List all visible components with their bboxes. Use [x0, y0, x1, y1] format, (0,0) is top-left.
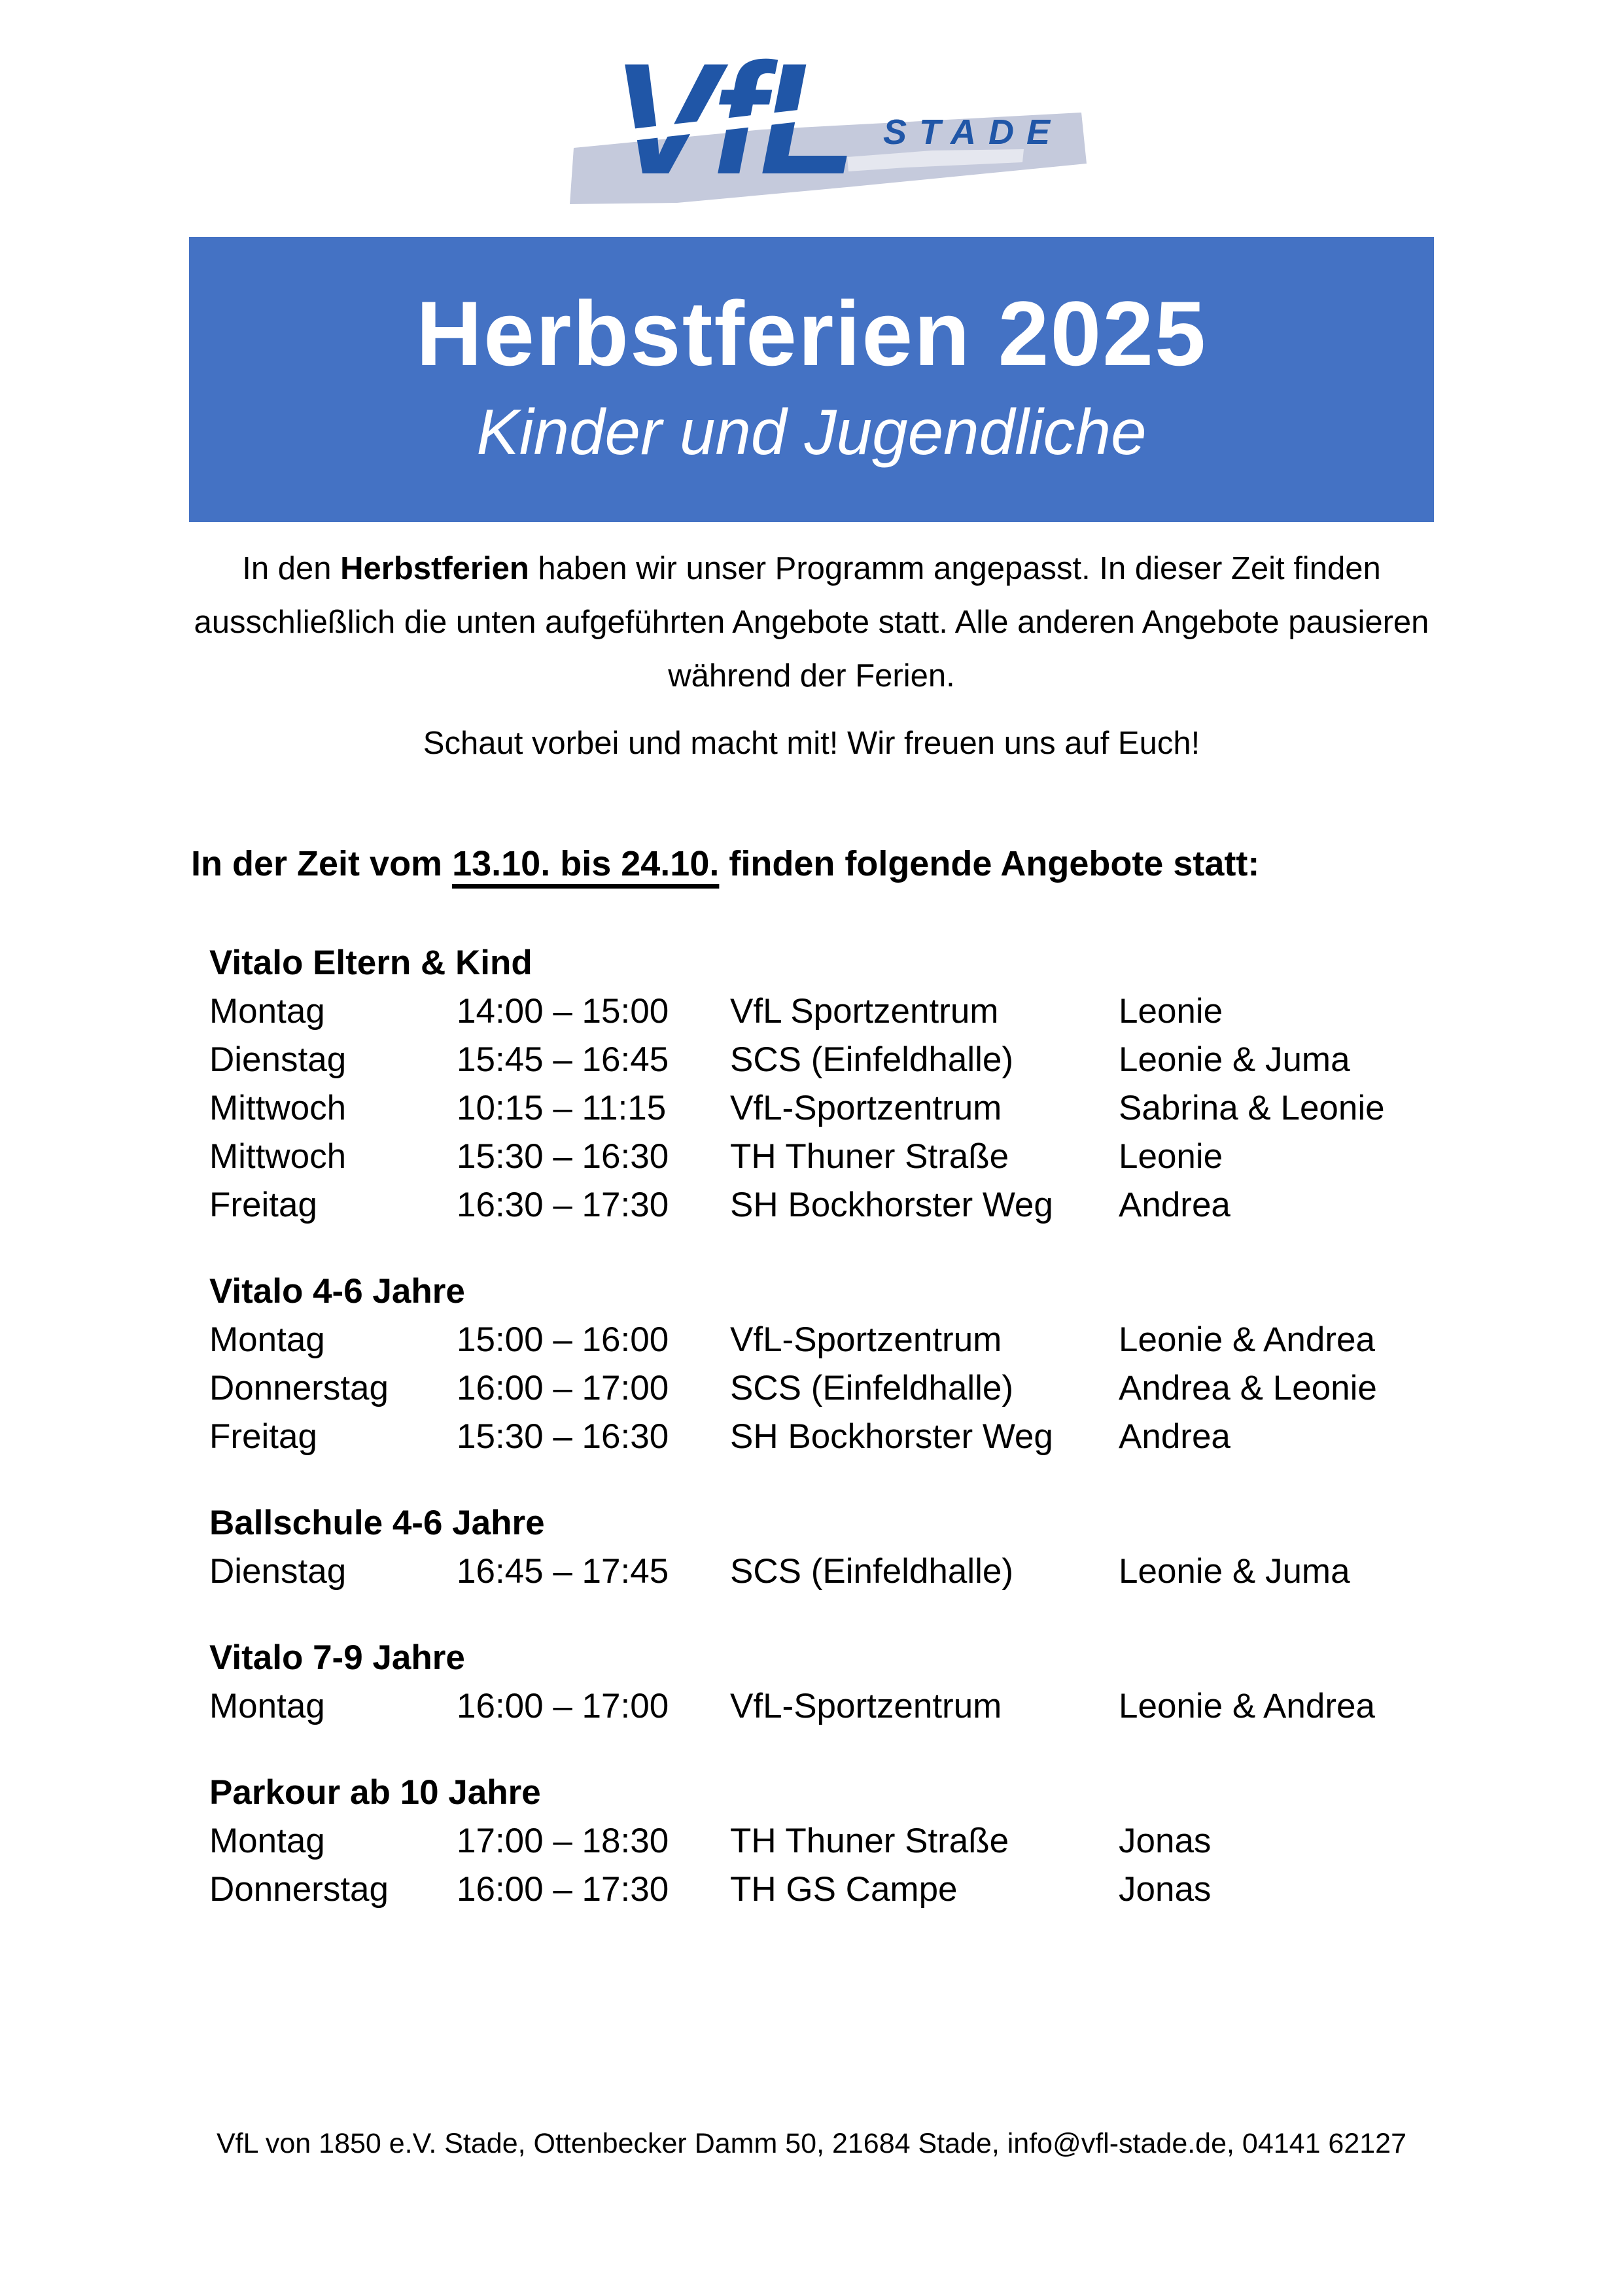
footer-contact: VfL von 1850 e.V. Stade, Ottenbecker Dam… — [216, 2128, 1407, 2159]
section-ballschule-4-6: Ballschule 4-6 Jahre Dienstag 16:45 – 17… — [209, 1499, 1439, 1596]
title-banner: Herbstferien 2025 Kinder und Jugendliche — [189, 237, 1434, 522]
row-trainer: Leonie & Juma — [1119, 1552, 1350, 1591]
row-day: Donnerstag — [209, 1870, 389, 1909]
row-time: 17:00 – 18:30 — [457, 1822, 669, 1860]
schedule-heading: In der Zeit vom 13.10. bis 24.10. finden… — [191, 839, 1259, 889]
row-location: VfL-Sportzentrum — [730, 1687, 1002, 1725]
row-trainer: Jonas — [1119, 1822, 1212, 1860]
banner-subtitle: Kinder und Jugendliche — [476, 396, 1147, 468]
schedule-row: Dienstag 16:45 – 17:45 SCS (Einfeldhalle… — [209, 1547, 1439, 1596]
row-location: SH Bockhorster Weg — [730, 1186, 1053, 1224]
section-vitalo-4-6: Vitalo 4-6 Jahre Montag 15:00 – 16:00 Vf… — [209, 1267, 1439, 1461]
row-location: VfL-Sportzentrum — [730, 1320, 1002, 1359]
row-trainer: Andrea — [1119, 1186, 1230, 1224]
row-day: Dienstag — [209, 1040, 347, 1079]
row-trainer: Leonie — [1119, 992, 1223, 1031]
row-location: VfL Sportzentrum — [730, 992, 999, 1031]
intro-line-1: In den Herbstferien haben wir unser Prog… — [0, 542, 1623, 595]
schedule-heading-pre: In der Zeit vom — [191, 844, 453, 883]
row-location: TH GS Campe — [730, 1870, 958, 1909]
section-title: Parkour ab 10 Jahre — [209, 1773, 541, 1812]
schedule-row: Dienstag 15:45 – 16:45 SCS (Einfeldhalle… — [209, 1036, 1439, 1084]
row-trainer: Leonie — [1119, 1137, 1223, 1176]
row-day: Dienstag — [209, 1552, 347, 1591]
row-time: 15:30 – 16:30 — [457, 1137, 669, 1176]
intro-paragraph: In den Herbstferien haben wir unser Prog… — [0, 542, 1623, 703]
row-location: SCS (Einfeldhalle) — [730, 1552, 1014, 1591]
row-time: 14:00 – 15:00 — [457, 992, 669, 1031]
section-vitalo-7-9: Vitalo 7-9 Jahre Montag 16:00 – 17:00 Vf… — [209, 1634, 1439, 1731]
schedule-row: Montag 15:00 – 16:00 VfL-Sportzentrum Le… — [209, 1316, 1439, 1364]
section-title: Vitalo 4-6 Jahre — [209, 1272, 465, 1311]
schedule-row: Donnerstag 16:00 – 17:00 SCS (Einfeldhal… — [209, 1364, 1439, 1413]
vfl-stade-logo: VfL STADE — [566, 40, 1089, 229]
row-time: 16:45 – 17:45 — [457, 1552, 669, 1591]
section-title: Vitalo Eltern & Kind — [209, 944, 532, 982]
row-day: Freitag — [209, 1417, 317, 1456]
row-day: Freitag — [209, 1186, 317, 1224]
row-time: 16:00 – 17:00 — [457, 1369, 669, 1407]
logo-city-text: STADE — [883, 113, 1063, 152]
row-trainer: Leonie & Andrea — [1119, 1687, 1375, 1725]
schedule-row: Freitag 15:30 – 16:30 SH Bockhorster Weg… — [209, 1413, 1439, 1461]
row-location: SCS (Einfeldhalle) — [730, 1040, 1014, 1079]
row-day: Montag — [209, 1320, 325, 1359]
schedule: Vitalo Eltern & Kind Montag 14:00 – 15:0… — [209, 939, 1439, 1914]
intro-line-1-bold: Herbstferien — [340, 551, 529, 586]
logo-brush-swoosh-icon — [570, 113, 1087, 204]
row-day: Mittwoch — [209, 1089, 347, 1127]
schedule-row: Montag 17:00 – 18:30 TH Thuner Straße Jo… — [209, 1817, 1439, 1865]
row-time: 15:45 – 16:45 — [457, 1040, 669, 1079]
row-trainer: Andrea — [1119, 1417, 1230, 1456]
intro-line-1-post: haben wir unser Programm angepasst. In d… — [529, 551, 1381, 586]
section-title: Vitalo 7-9 Jahre — [209, 1638, 465, 1677]
section-vitalo-eltern-kind: Vitalo Eltern & Kind Montag 14:00 – 15:0… — [209, 939, 1439, 1229]
intro-line-3: während der Ferien. — [668, 658, 955, 694]
row-location: VfL-Sportzentrum — [730, 1089, 1002, 1127]
row-day: Mittwoch — [209, 1137, 347, 1176]
row-time: 16:00 – 17:30 — [457, 1870, 669, 1909]
row-trainer: Sabrina & Leonie — [1119, 1089, 1385, 1127]
row-trainer: Jonas — [1119, 1870, 1212, 1909]
schedule-heading-dates: 13.10. bis 24.10. — [452, 844, 720, 883]
section-title: Ballschule 4-6 Jahre — [209, 1504, 545, 1542]
intro-line-2: ausschließlich die unten aufgeführten An… — [194, 605, 1429, 640]
row-time: 10:15 – 11:15 — [457, 1089, 667, 1127]
schedule-row: Montag 16:00 – 17:00 VfL-Sportzentrum Le… — [209, 1682, 1439, 1731]
schedule-row: Freitag 16:30 – 17:30 SH Bockhorster Weg… — [209, 1181, 1439, 1229]
schedule-row: Mittwoch 15:30 – 16:30 TH Thuner Straße … — [209, 1133, 1439, 1181]
section-parkour-ab-10: Parkour ab 10 Jahre Montag 17:00 – 18:30… — [209, 1769, 1439, 1914]
row-location: TH Thuner Straße — [730, 1137, 1009, 1176]
row-time: 16:30 – 17:30 — [457, 1186, 669, 1224]
row-time: 15:30 – 16:30 — [457, 1417, 669, 1456]
schedule-heading-post: finden folgende Angebote statt: — [719, 844, 1260, 883]
row-day: Donnerstag — [209, 1369, 389, 1407]
row-time: 15:00 – 16:00 — [457, 1320, 669, 1359]
schedule-row: Donnerstag 16:00 – 17:30 TH GS Campe Jon… — [209, 1865, 1439, 1914]
banner-title: Herbstferien 2025 — [415, 282, 1208, 385]
intro-line-1-pre: In den — [242, 551, 341, 586]
row-location: TH Thuner Straße — [730, 1822, 1009, 1860]
row-time: 16:00 – 17:00 — [457, 1687, 669, 1725]
row-location: SCS (Einfeldhalle) — [730, 1369, 1014, 1407]
schedule-row: Montag 14:00 – 15:00 VfL Sportzentrum Le… — [209, 987, 1439, 1036]
row-location: SH Bockhorster Weg — [730, 1417, 1053, 1456]
row-day: Montag — [209, 992, 325, 1031]
row-trainer: Andrea & Leonie — [1119, 1369, 1377, 1407]
row-day: Montag — [209, 1687, 325, 1725]
row-trainer: Leonie & Juma — [1119, 1040, 1350, 1079]
cta-line: Schaut vorbei und macht mit! Wir freuen … — [423, 726, 1200, 761]
row-day: Montag — [209, 1822, 325, 1860]
row-trainer: Leonie & Andrea — [1119, 1320, 1375, 1359]
schedule-row: Mittwoch 10:15 – 11:15 VfL-Sportzentrum … — [209, 1084, 1439, 1133]
